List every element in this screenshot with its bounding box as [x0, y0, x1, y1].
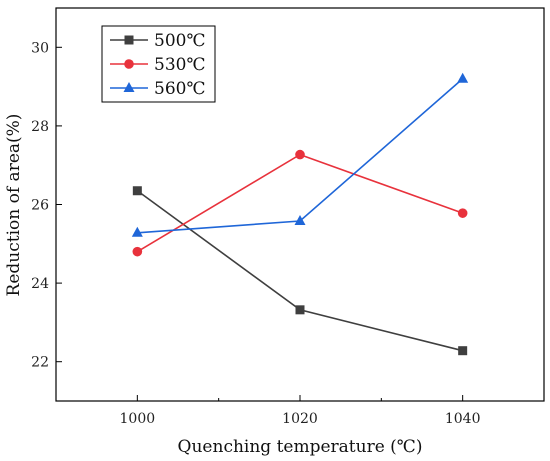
- data-point: [132, 246, 143, 257]
- data-point: [131, 226, 143, 237]
- data-point: [294, 215, 306, 226]
- series-1: [132, 186, 468, 356]
- legend-label: 500℃: [154, 31, 205, 51]
- x-axis-label: Quenching temperature (℃): [178, 437, 423, 457]
- series-layer: [131, 72, 469, 356]
- data-point: [457, 208, 468, 218]
- data-point: [295, 149, 305, 160]
- y-tick-label: 22: [31, 355, 49, 371]
- legend-label: 560℃: [154, 79, 205, 99]
- y-axis-label: Reduction of area(%): [4, 114, 24, 297]
- series-line: [136, 190, 463, 352]
- legend-marker: [123, 82, 135, 92]
- x-tick-label: 1020: [282, 411, 318, 427]
- y-axis-ticks: 22 24 26 28 30: [31, 40, 62, 371]
- legend-label: 530℃: [154, 55, 205, 75]
- data-point: [457, 72, 469, 83]
- legend: 500℃ 530℃ 560℃: [101, 25, 216, 103]
- series-2: [132, 149, 468, 257]
- legend-marker: [124, 35, 134, 45]
- series-3: [131, 72, 469, 237]
- data-point: [132, 186, 142, 196]
- y-tick-label: 28: [31, 119, 49, 135]
- y-tick-label: 30: [31, 40, 49, 56]
- legend-marker: [124, 59, 134, 69]
- legend-item: 530℃: [110, 55, 205, 75]
- legend-item: 560℃: [110, 79, 205, 99]
- x-tick-label: 1040: [445, 411, 481, 427]
- x-tick-label: 1000: [120, 411, 156, 427]
- x-axis-ticks: 1000 1020 1040: [55, 395, 545, 427]
- y-tick-label: 24: [31, 276, 49, 292]
- y-tick-label: 26: [31, 198, 49, 214]
- series-line: [136, 153, 463, 253]
- legend-item: 500℃: [110, 31, 205, 51]
- data-point: [458, 346, 468, 356]
- data-point: [295, 305, 305, 315]
